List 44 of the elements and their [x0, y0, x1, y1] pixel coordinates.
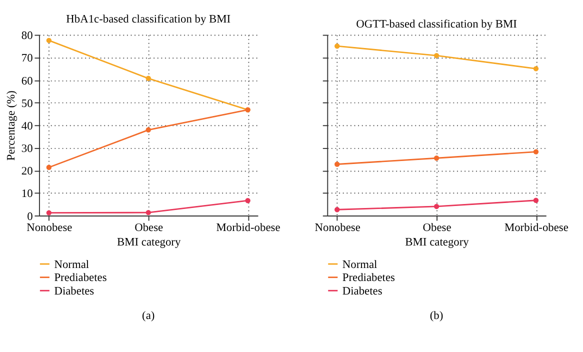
- y-tick-label: 0: [27, 210, 34, 223]
- point: [533, 149, 539, 154]
- x-tick-label: Morbid-obese: [216, 222, 280, 234]
- x-tick-label: Obese: [422, 222, 452, 234]
- point: [334, 207, 340, 212]
- point: [533, 66, 539, 72]
- legend-label: Normal: [342, 258, 378, 271]
- y-tick-label: 20: [21, 166, 34, 178]
- y-tick-label: 10: [21, 188, 34, 200]
- text: (b): [430, 310, 444, 322]
- x-axis-title: BMI category: [405, 236, 470, 248]
- x-tick-label: Obese: [134, 222, 164, 234]
- legend-label: Diabetes: [54, 285, 95, 298]
- legend-label: Prediabetes: [342, 272, 396, 284]
- text: (a): [142, 310, 155, 322]
- point: [46, 210, 52, 216]
- chart-title: HbA1c-based classification by BMI: [66, 13, 231, 26]
- legend-label: Prediabetes: [54, 272, 108, 284]
- point: [146, 210, 151, 216]
- point: [146, 127, 151, 132]
- point: [245, 198, 250, 204]
- y-tick-label: 80: [21, 30, 34, 42]
- point: [434, 52, 440, 58]
- y-tick-label: 70: [21, 52, 34, 65]
- point: [46, 164, 52, 170]
- x-tick-label: Nonobese: [314, 222, 360, 234]
- point: [46, 38, 52, 44]
- x-tick-label: Nonobese: [26, 222, 72, 234]
- point: [533, 198, 539, 203]
- point: [434, 156, 440, 161]
- point: [334, 43, 340, 49]
- legend-label: Diabetes: [342, 285, 383, 298]
- chart-title: OGTT-based classification by BMI: [356, 18, 518, 31]
- y-tick-label: 60: [21, 75, 34, 88]
- x-tick-label: Morbid-obese: [504, 222, 568, 234]
- y-tick-label: 30: [21, 143, 34, 156]
- legend-label: Normal: [54, 258, 90, 271]
- y-tick-label: 40: [21, 120, 34, 132]
- x-axis-title: BMI category: [117, 236, 181, 248]
- y-axis-title: Percentage (%): [6, 90, 18, 161]
- point: [434, 204, 440, 210]
- point: [334, 162, 340, 167]
- y-tick-label: 50: [21, 98, 34, 110]
- point: [146, 76, 151, 81]
